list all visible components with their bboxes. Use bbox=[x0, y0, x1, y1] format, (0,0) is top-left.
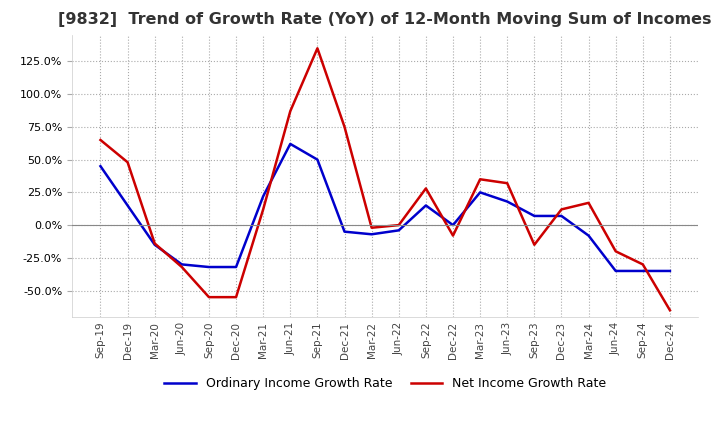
Ordinary Income Growth Rate bbox=[530, 213, 539, 219]
Legend: Ordinary Income Growth Rate, Net Income Growth Rate: Ordinary Income Growth Rate, Net Income … bbox=[159, 372, 611, 395]
Net Income Growth Rate bbox=[639, 262, 647, 267]
Ordinary Income Growth Rate bbox=[503, 199, 511, 204]
Ordinary Income Growth Rate bbox=[639, 268, 647, 274]
Net Income Growth Rate bbox=[341, 124, 349, 129]
Net Income Growth Rate bbox=[665, 308, 674, 313]
Net Income Growth Rate bbox=[232, 294, 240, 300]
Ordinary Income Growth Rate bbox=[150, 242, 159, 247]
Net Income Growth Rate bbox=[204, 294, 213, 300]
Net Income Growth Rate bbox=[96, 137, 105, 143]
Ordinary Income Growth Rate bbox=[476, 190, 485, 195]
Ordinary Income Growth Rate bbox=[341, 229, 349, 235]
Net Income Growth Rate bbox=[584, 200, 593, 205]
Net Income Growth Rate bbox=[421, 186, 430, 191]
Net Income Growth Rate bbox=[557, 207, 566, 212]
Net Income Growth Rate bbox=[503, 180, 511, 186]
Net Income Growth Rate bbox=[150, 241, 159, 246]
Net Income Growth Rate bbox=[286, 109, 294, 114]
Line: Ordinary Income Growth Rate: Ordinary Income Growth Rate bbox=[101, 144, 670, 271]
Line: Net Income Growth Rate: Net Income Growth Rate bbox=[101, 48, 670, 310]
Ordinary Income Growth Rate bbox=[313, 157, 322, 162]
Net Income Growth Rate bbox=[367, 225, 376, 231]
Net Income Growth Rate bbox=[395, 223, 403, 228]
Ordinary Income Growth Rate bbox=[286, 141, 294, 147]
Ordinary Income Growth Rate bbox=[449, 223, 457, 228]
Net Income Growth Rate bbox=[313, 46, 322, 51]
Title: [9832]  Trend of Growth Rate (YoY) of 12-Month Moving Sum of Incomes: [9832] Trend of Growth Rate (YoY) of 12-… bbox=[58, 12, 712, 27]
Net Income Growth Rate bbox=[611, 249, 620, 254]
Ordinary Income Growth Rate bbox=[665, 268, 674, 274]
Net Income Growth Rate bbox=[530, 242, 539, 247]
Ordinary Income Growth Rate bbox=[584, 233, 593, 238]
Ordinary Income Growth Rate bbox=[395, 228, 403, 233]
Ordinary Income Growth Rate bbox=[421, 203, 430, 208]
Ordinary Income Growth Rate bbox=[367, 231, 376, 237]
Ordinary Income Growth Rate bbox=[259, 194, 268, 199]
Ordinary Income Growth Rate bbox=[123, 203, 132, 208]
Ordinary Income Growth Rate bbox=[611, 268, 620, 274]
Net Income Growth Rate bbox=[449, 233, 457, 238]
Ordinary Income Growth Rate bbox=[204, 264, 213, 270]
Ordinary Income Growth Rate bbox=[96, 164, 105, 169]
Net Income Growth Rate bbox=[259, 207, 268, 212]
Net Income Growth Rate bbox=[178, 264, 186, 270]
Ordinary Income Growth Rate bbox=[232, 264, 240, 270]
Ordinary Income Growth Rate bbox=[178, 262, 186, 267]
Net Income Growth Rate bbox=[123, 160, 132, 165]
Ordinary Income Growth Rate bbox=[557, 213, 566, 219]
Net Income Growth Rate bbox=[476, 176, 485, 182]
